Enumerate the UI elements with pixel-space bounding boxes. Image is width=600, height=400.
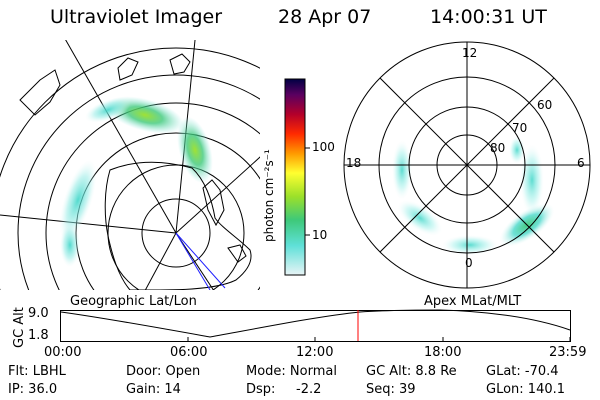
date-label: 28 Apr 07 — [278, 6, 372, 28]
alt-ylabel: GC Alt — [12, 307, 27, 348]
status-gc-alt: GC Alt: 8.8 Re — [366, 364, 457, 379]
status-dsp-label: Dsp: — [246, 382, 276, 397]
status-seq: Seq: 39 — [366, 382, 416, 397]
mlt-label-12: 12 — [462, 46, 478, 60]
colorbar — [284, 78, 310, 276]
status-mode: Mode: Normal — [246, 364, 337, 379]
status-filter: Flt: LBHL — [8, 364, 66, 379]
time-label: 14:00:31 UT — [430, 6, 547, 28]
alt-xtick-0: 00:00 — [44, 345, 82, 360]
mlt-label-6: 6 — [577, 156, 585, 170]
geo-panel-label: Geographic Lat/Lon — [70, 294, 197, 309]
alt-ytick-high: 9.0 — [28, 306, 49, 321]
apex-panel-label: Apex MLat/MLT — [424, 294, 522, 309]
lat-label-80: 80 — [490, 141, 506, 155]
altitude-plot — [60, 309, 571, 342]
status-glat: GLat: -70.4 — [486, 364, 559, 379]
colorbar-tick-100: 100 — [312, 140, 335, 154]
status-door: Door: Open — [126, 364, 201, 379]
colorbar-label: photon cm⁻²s⁻¹ — [262, 149, 276, 242]
status-ip: IP: 36.0 — [8, 382, 58, 397]
lat-label-60: 60 — [537, 98, 553, 112]
colorbar-tick-10: 10 — [312, 228, 328, 242]
geographic-map — [0, 40, 260, 290]
alt-xtick-1: 06:00 — [170, 345, 208, 360]
alt-ytick-low: 1.8 — [28, 328, 49, 343]
lat-label-70: 70 — [512, 121, 528, 135]
alt-xtick-2: 12:00 — [296, 345, 334, 360]
mlt-label-18: 18 — [346, 156, 362, 170]
status-dsp-value: -2.2 — [296, 382, 322, 397]
apex-polar-map — [343, 41, 591, 289]
alt-xtick-4: 23:59 — [549, 345, 587, 360]
status-gain: Gain: 14 — [126, 382, 181, 397]
mlt-label-0: 0 — [465, 256, 473, 270]
instrument-title: Ultraviolet Imager — [50, 6, 223, 28]
alt-xtick-3: 18:00 — [424, 345, 462, 360]
status-glon: GLon: 140.1 — [486, 382, 566, 397]
